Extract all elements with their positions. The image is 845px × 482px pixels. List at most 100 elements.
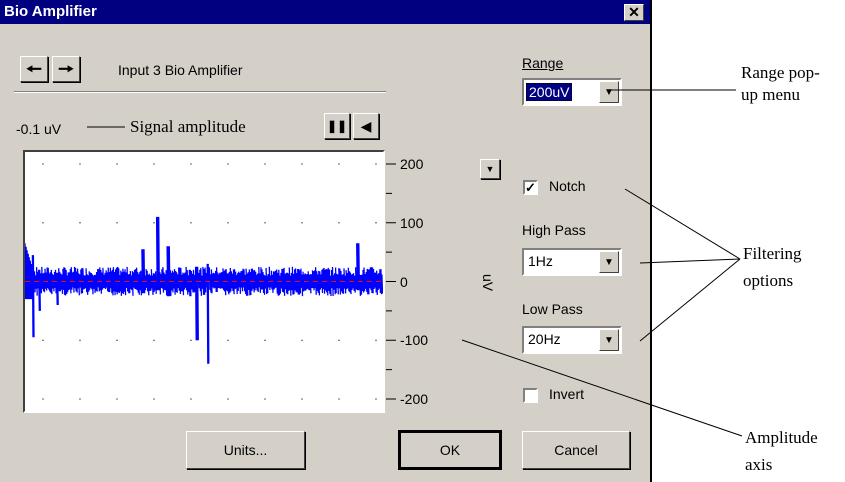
grid-dot bbox=[116, 163, 118, 165]
notch-checkbox[interactable]: ✓ bbox=[523, 180, 538, 195]
tick-label: 200 bbox=[400, 156, 424, 172]
previous-input-button[interactable]: 🠔 bbox=[20, 56, 48, 82]
grid-dot bbox=[338, 221, 340, 224]
grid-dot bbox=[375, 163, 377, 165]
invert-label: Invert bbox=[549, 386, 585, 402]
bio-amplifier-dialog: Bio Amplifier ✕ 🠔 🠖 Input 3 Bio Amplifie… bbox=[0, 0, 652, 482]
grid-dot bbox=[153, 398, 155, 400]
left-arrow-icon: 🠔 bbox=[26, 59, 42, 79]
grid-dot bbox=[375, 221, 377, 224]
grid-dot bbox=[264, 398, 266, 400]
annotation-signal-amplitude: Signal amplitude bbox=[130, 117, 246, 136]
amplitude-axis bbox=[386, 163, 396, 400]
annotation-range-menu: Range pop-up menu bbox=[741, 63, 820, 104]
grid-dot bbox=[190, 221, 192, 224]
next-input-button[interactable]: 🠖 bbox=[52, 56, 80, 82]
close-icon: ✕ bbox=[628, 4, 640, 20]
grid-dot bbox=[42, 221, 44, 224]
tick-label: -100 bbox=[400, 332, 429, 349]
pause-icon: ❚❚ bbox=[326, 119, 348, 133]
axis-unit-label: uV bbox=[480, 274, 496, 292]
signal-chart-svg bbox=[25, 163, 383, 400]
signal-amplitude-value: -0.1 uV bbox=[16, 121, 62, 137]
chevron-down-icon: ▼ bbox=[485, 164, 495, 174]
axis-options-button[interactable]: ▼ bbox=[480, 159, 500, 179]
chevron-down-icon: ▼ bbox=[604, 86, 614, 98]
cancel-button-label: Cancel bbox=[554, 442, 598, 458]
scroll-left-icon: ◀ bbox=[360, 117, 372, 134]
grid-dot bbox=[264, 221, 266, 224]
grid-dot bbox=[42, 339, 44, 342]
grid-dot bbox=[116, 398, 118, 400]
range-dropdown-button[interactable]: ▼ bbox=[599, 81, 619, 103]
grid-dot bbox=[153, 163, 155, 165]
low-pass-value: 20Hz bbox=[528, 331, 561, 347]
low-pass-dropdown-button[interactable]: ▼ bbox=[599, 329, 619, 351]
grid-dot bbox=[79, 163, 81, 165]
grid-dot bbox=[153, 221, 155, 224]
header-divider bbox=[14, 91, 386, 93]
grid-dot bbox=[264, 339, 266, 342]
units-button-label: Units... bbox=[223, 442, 268, 458]
callout-line-highpass bbox=[639, 258, 741, 264]
title-bar[interactable]: Bio Amplifier ✕ bbox=[0, 0, 650, 24]
notch-label: Notch bbox=[549, 178, 586, 194]
dialog-title: Bio Amplifier bbox=[4, 3, 97, 20]
grid-dot bbox=[338, 398, 340, 400]
pause-button[interactable]: ❚❚ bbox=[324, 113, 350, 139]
cancel-button[interactable]: Cancel bbox=[522, 431, 630, 469]
grid-dot bbox=[190, 398, 192, 400]
checkmark-icon: ✓ bbox=[525, 180, 536, 195]
high-pass-select[interactable]: 1Hz ▼ bbox=[522, 248, 622, 276]
chevron-down-icon: ▼ bbox=[604, 334, 614, 346]
tick-label: -200 bbox=[400, 391, 429, 407]
high-pass-label: High Pass bbox=[522, 222, 586, 238]
grid-dot bbox=[153, 339, 155, 342]
units-button[interactable]: Units... bbox=[186, 431, 305, 469]
grid-dot bbox=[190, 163, 192, 165]
grid-dot bbox=[190, 339, 192, 342]
close-button[interactable]: ✕ bbox=[624, 4, 644, 21]
grid-dot bbox=[227, 398, 229, 400]
grid-dot bbox=[42, 163, 44, 165]
grid-dot bbox=[116, 221, 118, 224]
range-label: Range bbox=[522, 55, 564, 71]
grid-dot bbox=[264, 163, 266, 165]
grid-dot bbox=[227, 339, 229, 342]
signal-chart bbox=[23, 150, 385, 413]
grid-dot bbox=[116, 339, 118, 342]
high-pass-dropdown-button[interactable]: ▼ bbox=[599, 251, 619, 273]
grid-dot bbox=[79, 339, 81, 342]
grid-dot bbox=[79, 221, 81, 224]
grid-dot bbox=[301, 163, 303, 165]
grid-dot bbox=[301, 398, 303, 400]
grid-dot bbox=[42, 398, 44, 400]
callout-line-lowpass bbox=[639, 258, 741, 342]
grid-dot bbox=[338, 163, 340, 165]
grid-dot bbox=[227, 163, 229, 165]
grid-dot bbox=[375, 339, 377, 342]
low-pass-label: Low Pass bbox=[522, 301, 583, 317]
high-pass-value: 1Hz bbox=[528, 253, 553, 269]
grid-dot bbox=[375, 398, 377, 400]
right-arrow-icon: 🠖 bbox=[58, 59, 74, 79]
grid-dot bbox=[301, 339, 303, 342]
invert-checkbox[interactable] bbox=[523, 388, 538, 403]
signal-trace bbox=[25, 216, 383, 364]
grid-dot bbox=[338, 339, 340, 342]
range-value: 200uV bbox=[526, 83, 573, 101]
grid-dot bbox=[227, 221, 229, 224]
annotation-amplitude-axis: Amplitude axis bbox=[745, 428, 818, 474]
tick-label: 0 bbox=[400, 273, 408, 290]
scroll-left-button[interactable]: ◀ bbox=[353, 113, 379, 139]
input-label: Input 3 Bio Amplifier bbox=[118, 62, 243, 78]
grid-dot bbox=[301, 221, 303, 224]
grid-dot bbox=[79, 398, 81, 400]
low-pass-select[interactable]: 20Hz ▼ bbox=[522, 326, 622, 354]
annotation-filtering: Filtering options bbox=[743, 244, 802, 290]
chevron-down-icon: ▼ bbox=[604, 256, 614, 268]
range-popup-menu[interactable]: 200uV ▼ bbox=[522, 78, 622, 106]
ok-button[interactable]: OK bbox=[398, 430, 502, 470]
tick-label: 100 bbox=[400, 214, 424, 231]
ok-button-label: OK bbox=[439, 442, 461, 458]
